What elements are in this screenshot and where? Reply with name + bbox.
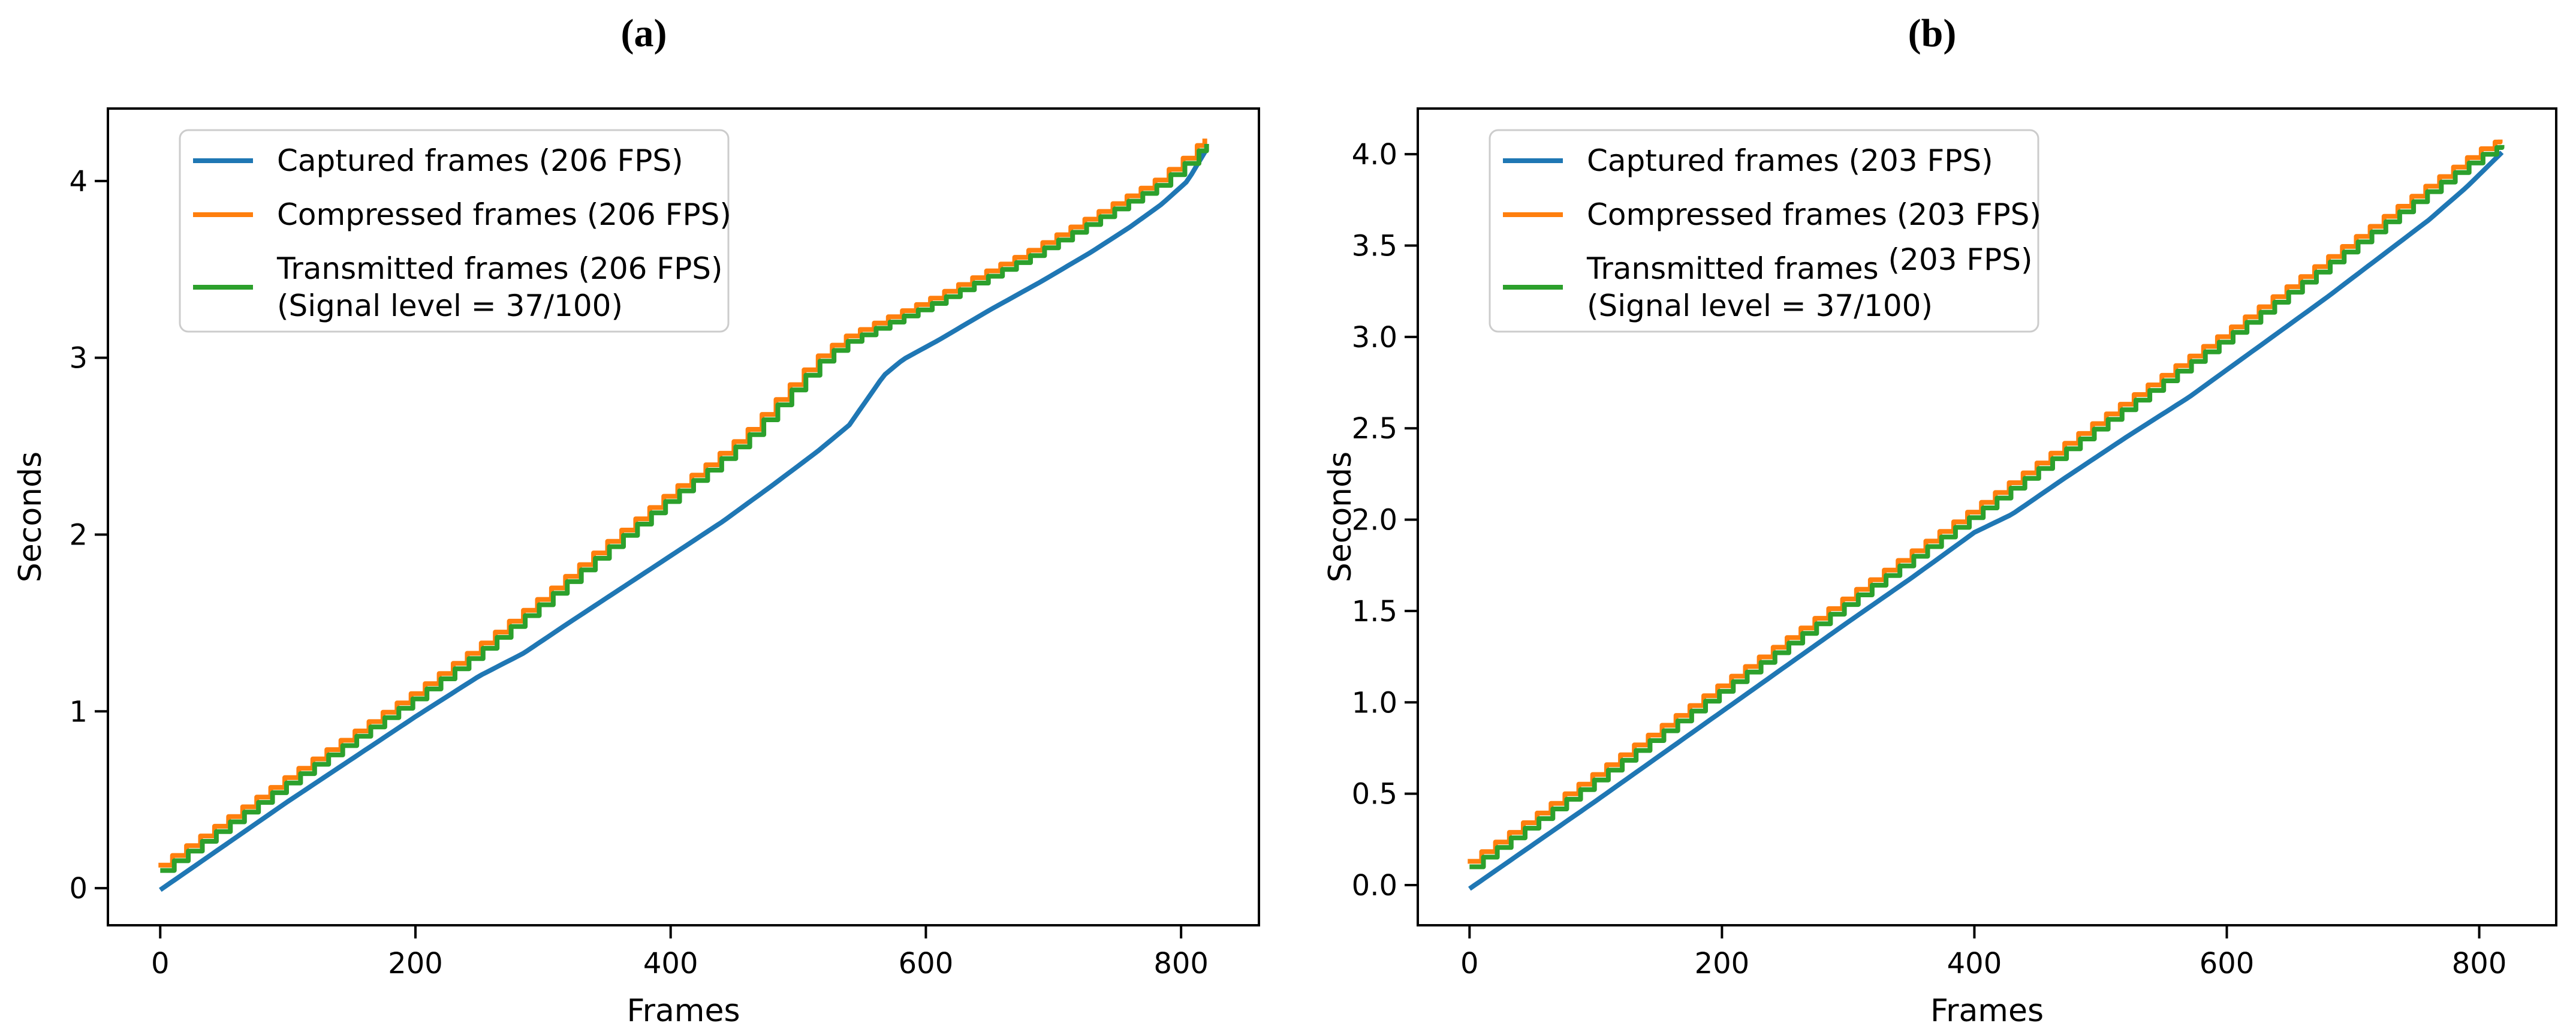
legend-label: (Signal level = 37/100) (277, 288, 623, 323)
x-tick-label: 0 (151, 947, 170, 980)
captured-series-line (159, 148, 1209, 892)
y-tick-label: 1.0 (1352, 686, 1397, 720)
figure-panel-b: (b) 0 200 400 600 800 0.0 0.5 1.0 1.5 2.0 2.5 3.0 3.… (1288, 0, 2576, 1035)
legend-box (1489, 129, 2039, 333)
x-tick-label: 200 (1695, 947, 1750, 980)
y-tick-label: 4.0 (1352, 138, 1397, 172)
legend: Captured frames (203 FPS) Compressed fram… (1489, 129, 2041, 333)
plot-box (107, 107, 1260, 926)
x-axis-label: Frames (1930, 993, 2044, 1029)
y-axis-label: Seconds (1322, 452, 1358, 582)
x-tick-label: 600 (899, 947, 954, 980)
panel-b-title: (b) (1908, 11, 1957, 55)
x-tick-label: 400 (643, 947, 698, 980)
y-tick-label: 0 (69, 872, 88, 905)
x-tick-label: 400 (1947, 947, 2002, 980)
x-tick-label: 600 (2200, 947, 2255, 980)
x-axis-label: Frames (626, 993, 740, 1029)
y-tick-label: 3.0 (1352, 321, 1397, 354)
transmitted-series-line (1469, 145, 2505, 869)
chart-a-canvas: 0 200 400 600 800 0 1 2 3 4 Frames Seconds Captured … (13, 107, 1260, 1029)
y-tick-label: 3 (69, 342, 88, 375)
legend-label: Compressed frames (203 FPS) (1587, 197, 2041, 232)
y-tick-label: 1.5 (1352, 595, 1397, 628)
y-tick-label: 3.5 (1352, 230, 1397, 263)
legend-label: (Signal level = 37/100) (1587, 288, 1933, 323)
panel-a-title: (a) (620, 11, 667, 55)
transmitted-series-line (160, 144, 1209, 873)
y-tick-label: 0.0 (1352, 869, 1397, 902)
x-tick-label: 0 (1460, 947, 1479, 980)
y-tick-label: 4 (69, 165, 88, 198)
y-tick-label: 1 (69, 695, 88, 729)
captured-series-line (1468, 151, 2504, 891)
y-tick-label: 2.5 (1352, 412, 1397, 446)
y-axis-label: Seconds (13, 452, 49, 582)
x-tick-label: 800 (2452, 947, 2507, 980)
figure-panel-a: (a) 0 200 400 600 800 0 1 2 3 4 Frames Seconds Captu… (13, 11, 1260, 1029)
legend-box (179, 129, 730, 333)
x-tick-label: 200 (388, 947, 443, 980)
legend: Captured frames (206 FPS) Compressed fram… (179, 129, 731, 333)
legend-label: Captured frames (206 FPS) (277, 143, 683, 178)
x-tick-label: 800 (1153, 947, 1209, 980)
y-tick-label: 2.0 (1352, 504, 1397, 537)
y-tick-label: 2 (69, 518, 88, 552)
legend-label: Transmitted frames (203 FPS) (1586, 242, 2033, 286)
plot-box (1417, 107, 2557, 926)
chart-b-canvas: 0 200 400 600 800 0.0 0.5 1.0 1.5 2.0 2.5 3.0 3.5 4.0… (1322, 107, 2557, 1029)
legend-label: Transmitted frames (206 FPS) (276, 251, 723, 286)
legend-label: Compressed frames (206 FPS) (277, 197, 731, 232)
y-tick-label: 0.5 (1352, 778, 1397, 811)
legend-label: Captured frames (203 FPS) (1587, 143, 1993, 178)
